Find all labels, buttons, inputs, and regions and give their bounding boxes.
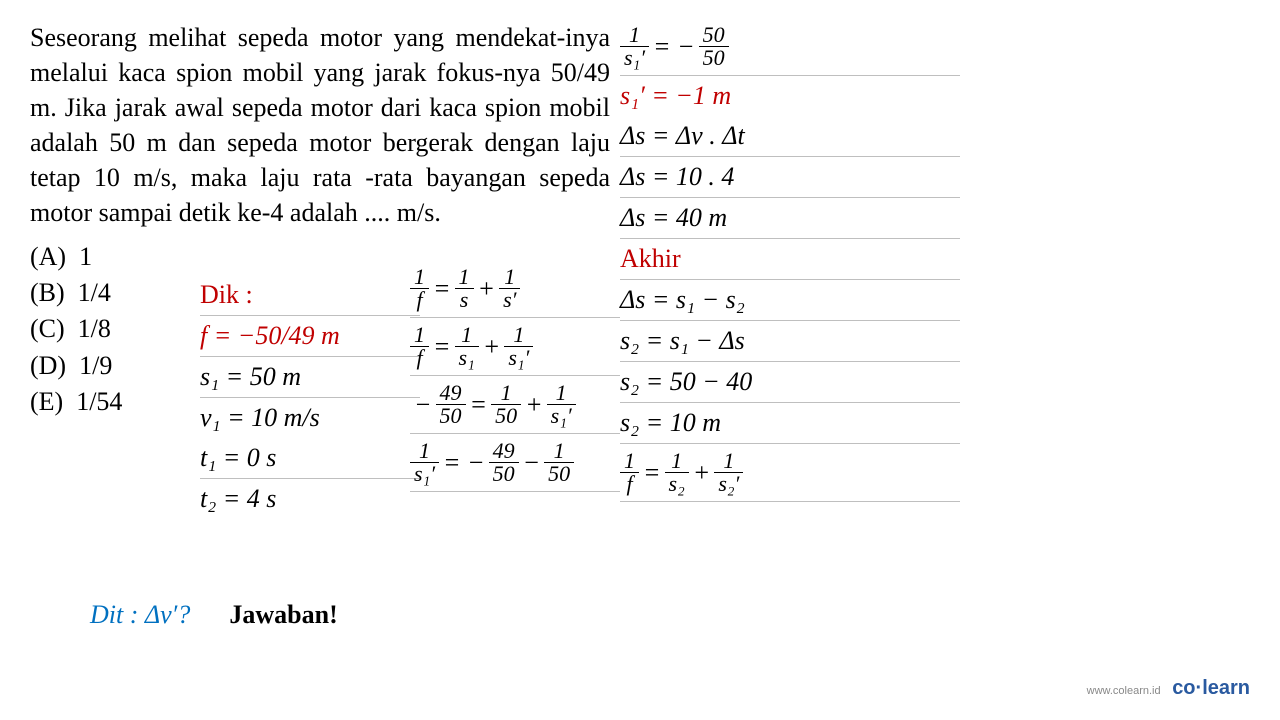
mid-equations: 1f = 1s + 1s′ 1f = 1s₁ + 1s₁′ − 4950 = 1…: [410, 260, 620, 492]
eq-r9: s₂ = 10 m: [620, 403, 960, 443]
eq-sub1: 1f = 1s₁ + 1s₁′: [410, 318, 620, 375]
option-c: (C) 1/8: [30, 311, 160, 347]
dik-label: Dik :: [200, 275, 420, 315]
right-equations: 1s₁′ = − 5050 s₁′ = −1 m Δs = Δv . Δt Δs…: [620, 18, 960, 502]
option-b: (B) 1/4: [30, 275, 160, 311]
eq-r10: 1f = 1s₂ + 1s₂′: [620, 444, 960, 501]
option-d: (D) 1/9: [30, 348, 160, 384]
eq-r1: 1s₁′ = − 5050: [620, 18, 960, 75]
eq-sub2: − 4950 = 150 + 1s₁′: [410, 376, 620, 433]
eq-r6: Δs = s₁ − s₂: [620, 280, 960, 320]
dik-f: f = −50/49 m: [200, 316, 420, 356]
dik-t1: t₁ = 0 s: [200, 438, 420, 478]
brand-url: www.colearn.id: [1087, 685, 1161, 697]
dik-t2: t₂ = 4 s: [200, 479, 420, 519]
asked-row: Dit : Δv′? Jawaban!: [90, 600, 338, 630]
eq-r4: Δs = 10 . 4: [620, 157, 960, 197]
dik-v1: v₁ = 10 m/s: [200, 398, 420, 438]
akhir-label: Akhir: [620, 239, 960, 279]
dit-label: Dit : Δv′?: [90, 600, 190, 629]
eq-r5: Δs = 40 m: [620, 198, 960, 238]
option-e: (E) 1/54: [30, 384, 160, 420]
dik-s1: s₁ = 50 m: [200, 357, 420, 397]
option-a: (A) 1: [30, 239, 160, 275]
eq-r3: Δs = Δv . Δt: [620, 116, 960, 156]
brand-logo: co·learn: [1172, 677, 1250, 699]
eq-r2: s₁′ = −1 m: [620, 76, 960, 116]
question-text: Seseorang melihat sepeda motor yang mend…: [30, 20, 610, 231]
eq-sub3: 1s₁′ = − 4950 − 150: [410, 434, 620, 491]
eq-r7: s₂ = s₁ − Δs: [620, 321, 960, 361]
branding: www.colearn.id co·learn: [1087, 677, 1250, 700]
eq-r8: s₂ = 50 − 40: [620, 362, 960, 402]
given-data: Dik : f = −50/49 m s₁ = 50 m v₁ = 10 m/s…: [200, 275, 420, 519]
answer-label: Jawaban!: [229, 600, 337, 629]
mirror-formula: 1f = 1s + 1s′: [410, 260, 620, 317]
